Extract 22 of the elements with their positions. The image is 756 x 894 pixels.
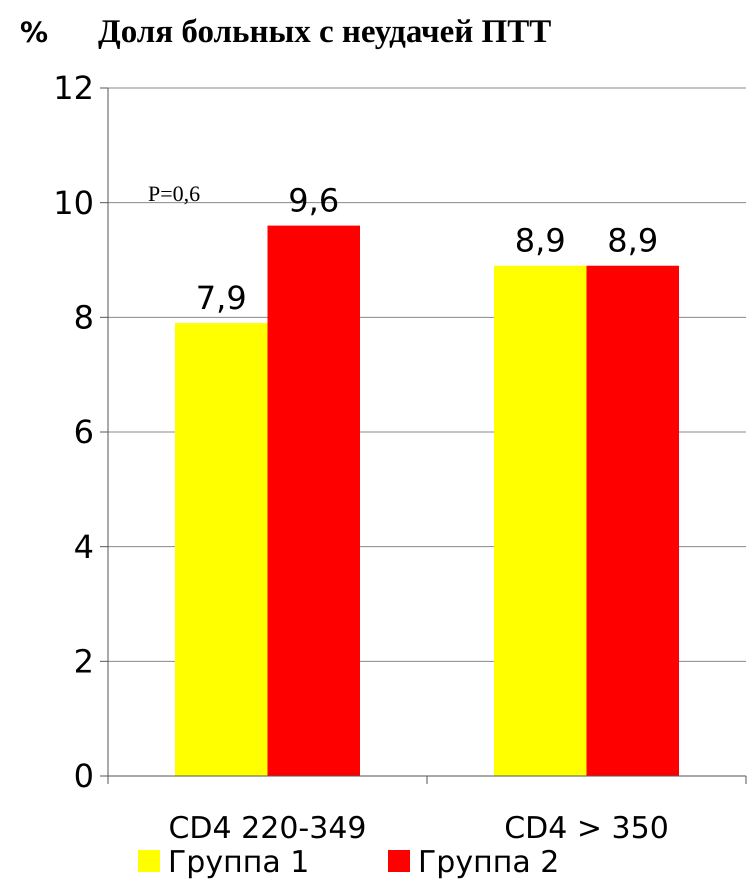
bar [174,323,268,776]
chart-title: Доля больных с неудачей ПТТ [98,14,552,50]
data-label: 9,6 [288,182,340,220]
legend-label: Группа 2 [418,845,560,880]
bar [494,266,586,776]
bar [586,266,680,776]
data-label: 8,9 [514,222,566,260]
y-tick-label: 8 [74,298,94,337]
legend-label: Группа 1 [168,845,310,880]
y-tick-label: 6 [74,413,94,452]
x-tick-label: CD4 > 350 [504,811,669,846]
annotation: P=0,6 [148,181,200,206]
y-tick-label: 10 [53,184,94,222]
y-tick-label: 12 [53,69,94,108]
y-tick-label: 4 [74,528,94,566]
y-axis-title: % [20,16,48,49]
data-label: 7,9 [196,279,247,318]
data-label: 8,9 [607,222,658,260]
x-tick-label: CD4 220-349 [168,811,367,846]
y-tick-label: 2 [74,642,94,681]
y-tick-label: 0 [74,757,94,796]
bar [268,226,360,776]
